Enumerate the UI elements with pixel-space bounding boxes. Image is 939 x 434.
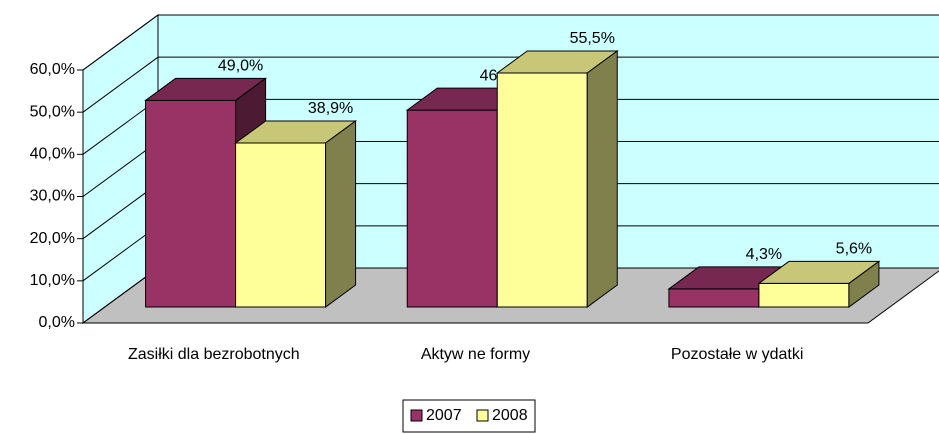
bar-front xyxy=(668,288,760,308)
y-tick-label: 30,0% xyxy=(30,188,75,205)
bar-side xyxy=(848,260,880,309)
bar-side xyxy=(325,120,357,309)
bar-front xyxy=(235,142,327,308)
y-tick-label: 50,0% xyxy=(30,103,75,120)
y-tick-label: 20,0% xyxy=(30,230,75,247)
legend-label: 2007 xyxy=(426,407,462,424)
value-label: 4,3% xyxy=(746,246,782,263)
x-tick-label: Aktyw ne formy xyxy=(421,346,530,363)
grid-line xyxy=(82,14,939,71)
y-tick-label: 40,0% xyxy=(30,146,75,163)
legend-swatch xyxy=(476,409,489,422)
bar xyxy=(495,50,619,309)
bar-side xyxy=(586,50,618,309)
y-tick-label: 60,0% xyxy=(30,61,75,78)
legend-label: 2008 xyxy=(492,407,528,424)
bar-front xyxy=(496,72,588,308)
value-label: 55,5% xyxy=(570,30,615,47)
y-tick-label: 10,0% xyxy=(30,272,75,289)
grid-line xyxy=(82,56,939,113)
value-label: 38,9% xyxy=(308,100,353,117)
y-tick-label: 0,0% xyxy=(39,314,75,331)
bar xyxy=(757,260,881,309)
bar-front xyxy=(406,109,498,308)
legend: 2007 2008 xyxy=(402,399,536,433)
bar xyxy=(234,120,358,309)
x-tick-label: Pozostałe w ydatki xyxy=(671,346,804,363)
legend-box xyxy=(402,399,536,433)
bar-front xyxy=(758,282,850,308)
legend-swatch xyxy=(410,409,423,422)
value-label: 49,0% xyxy=(218,58,263,75)
x-tick-label: Zasiłki dla bezrobotnych xyxy=(128,346,300,363)
bar-front xyxy=(145,99,237,308)
value-label: 5,6% xyxy=(836,241,872,258)
